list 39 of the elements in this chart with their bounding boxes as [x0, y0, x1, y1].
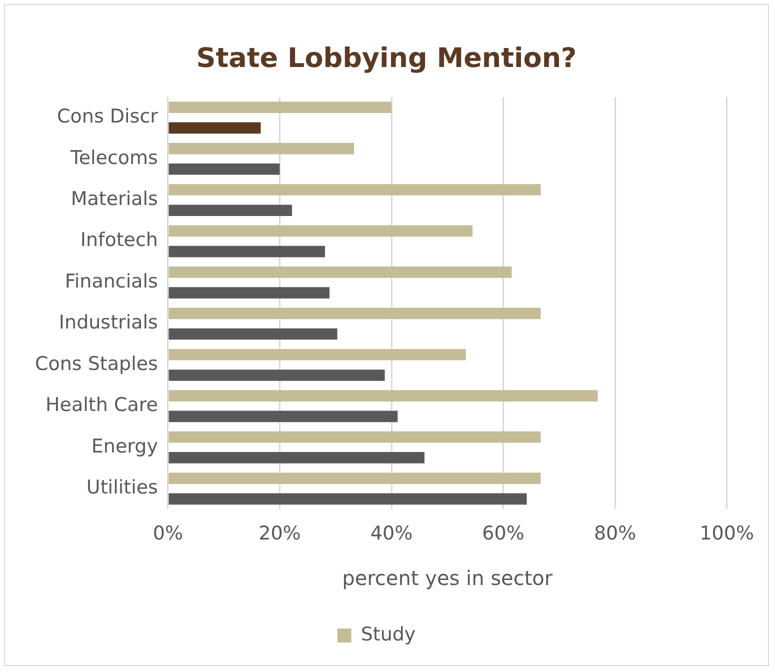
- y-tick-label: Utilities: [86, 476, 158, 499]
- bar: [168, 204, 292, 216]
- bar: [168, 266, 512, 278]
- x-tick-label: 20%: [258, 522, 301, 545]
- x-tick-label: 60%: [482, 522, 524, 545]
- y-tick-label: Telecoms: [69, 146, 158, 169]
- y-tick-label: Financials: [64, 270, 158, 292]
- bar: [168, 328, 338, 340]
- bar: [168, 472, 541, 484]
- bar: [168, 452, 424, 464]
- bar: [168, 142, 354, 154]
- bar: [168, 410, 398, 422]
- bar: [168, 348, 466, 360]
- bar: [168, 287, 330, 298]
- y-tick-label: Energy: [91, 435, 158, 458]
- legend-label: Study: [360, 623, 416, 646]
- y-tick-label: Infotech: [80, 229, 158, 252]
- bar: [168, 390, 598, 402]
- bar: [168, 102, 392, 113]
- bar: [168, 184, 541, 196]
- x-tick-label: 80%: [594, 522, 636, 545]
- x-tick-label: 40%: [370, 522, 413, 545]
- bar: [168, 246, 325, 258]
- bar: [168, 370, 385, 381]
- y-tick-label: Health Care: [46, 394, 158, 416]
- x-tick-label: 0%: [152, 522, 184, 545]
- bar: [168, 163, 280, 175]
- x-axis-title: percent yes in sector: [342, 566, 554, 590]
- bar: [168, 122, 261, 134]
- bar: [168, 308, 541, 320]
- chart-title: State Lobbying Mention?: [195, 43, 578, 74]
- y-tick-label: Cons Discr: [57, 106, 158, 128]
- bar: [168, 225, 473, 237]
- y-tick-label: Industrials: [58, 312, 158, 334]
- y-tick-label: Materials: [70, 188, 158, 210]
- bar: [168, 493, 527, 505]
- y-tick-label: Cons Staples: [35, 352, 158, 375]
- bar: [168, 431, 541, 443]
- x-tick-label: 100%: [700, 522, 754, 545]
